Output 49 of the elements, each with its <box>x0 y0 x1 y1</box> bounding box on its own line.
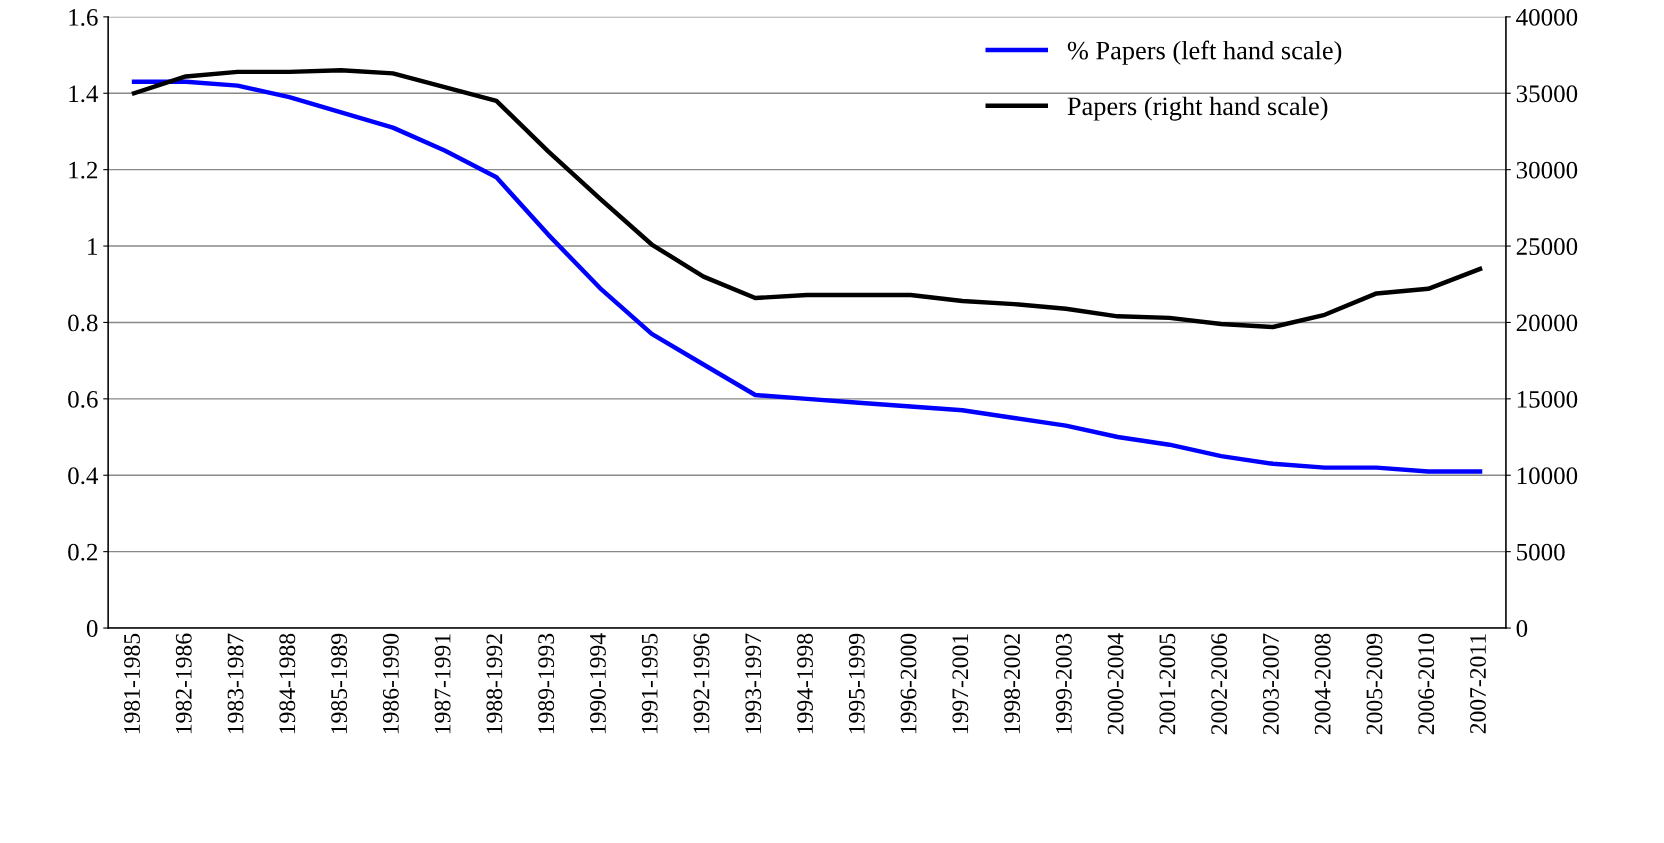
x-tick-label: 2002-2006 <box>1211 633 1228 735</box>
x-tick-label: 1983-1987 <box>227 633 244 734</box>
x-tick-label: 2006-2010 <box>1418 633 1435 735</box>
x-tick-label: 1992-1996 <box>693 633 710 734</box>
y2-tick-label: 25000 <box>1516 238 1578 255</box>
y2-tick-label: 20000 <box>1516 314 1578 332</box>
x-tick-label: 2004-2008 <box>1314 633 1331 735</box>
y2-tick-label: 0 <box>1516 620 1528 637</box>
y-tick-label: 0.2 <box>68 543 98 561</box>
line-series <box>131 68 1483 330</box>
x-tick-label: 2000-2004 <box>1107 633 1124 735</box>
x-tick-label: 1995-1999 <box>848 633 865 734</box>
y2-tick-label: 10000 <box>1517 467 1578 485</box>
x-tick-label: 2005-2009 <box>1366 633 1383 735</box>
x-tick-label: 1989-1993 <box>538 633 555 734</box>
y2-tick-label: 40000 <box>1516 8 1578 26</box>
legend-label: Papers (right hand scale) <box>1067 96 1328 121</box>
y2-tick-label: 35000 <box>1516 85 1578 103</box>
x-tick-label: 1982-1986 <box>175 633 192 734</box>
x-tick-label: 1997-2001 <box>952 634 969 734</box>
y-tick-label: 0 <box>86 620 98 637</box>
y-tick-label: 1.4 <box>69 85 99 103</box>
x-tick-label: 2007-2011 <box>1470 634 1486 734</box>
legend-label: % Papers (left hand scale) <box>1067 40 1342 65</box>
y-tick-label: 0.8 <box>68 314 98 332</box>
x-tick-label: 2003-2007 <box>1262 633 1279 735</box>
y2-tick-label: 15000 <box>1517 390 1578 408</box>
x-tick-label: 1994-1998 <box>797 633 813 734</box>
y2-tick-label: 5000 <box>1517 543 1565 561</box>
x-tick-label: 1998-2002 <box>1004 634 1021 734</box>
x-tick-label: 1993-1997 <box>745 633 762 734</box>
x-tick-label: 1999-2003 <box>1055 633 1072 734</box>
x-tick-label: 1990-1994 <box>589 633 606 734</box>
x-tick-label: 1984-1988 <box>279 633 296 734</box>
x-tick-label: 1991-1995 <box>641 633 658 734</box>
y-tick-label: 1.2 <box>69 161 98 179</box>
y-tick-label: 1.6 <box>69 8 98 26</box>
x-tick-label: 2001-2005 <box>1159 633 1176 735</box>
x-tick-label: 1985-1989 <box>331 633 348 734</box>
line-series <box>131 79 1483 474</box>
x-tick-label: 1987-1991 <box>434 634 451 734</box>
y-tick-label: 1 <box>88 238 97 255</box>
x-tick-label: 1986-1990 <box>382 633 399 734</box>
y-tick-label: 0.6 <box>68 390 98 408</box>
x-tick-label: 1996-2000 <box>900 633 917 734</box>
x-tick-label: 1981-1985 <box>124 633 140 734</box>
y-tick-label: 0.4 <box>68 467 99 485</box>
x-tick-label: 1988-1992 <box>486 634 503 734</box>
y2-tick-label: 30000 <box>1516 161 1578 179</box>
